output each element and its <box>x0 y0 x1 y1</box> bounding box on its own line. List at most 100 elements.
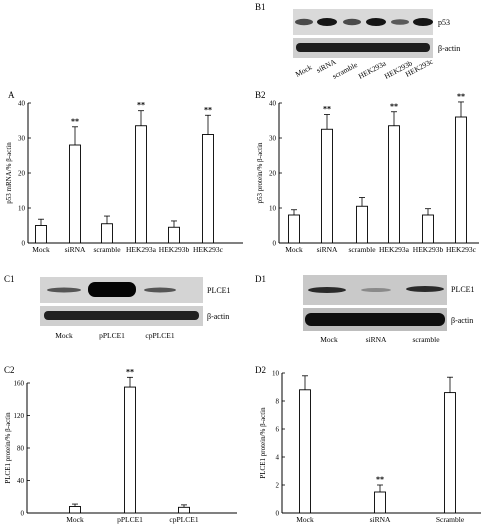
significance-marker: ** <box>457 92 465 101</box>
y-tick-label: 0 <box>273 240 277 248</box>
x-tick-label: siRNA <box>317 245 338 254</box>
y-tick-label: 80 <box>17 445 25 453</box>
y-tick-label: 8 <box>276 398 280 406</box>
blot-C1: PLCE1 β-actin Mock pPLCE1 cpPLCE1 <box>40 277 231 340</box>
x-tick-label: HEK293c <box>446 245 477 254</box>
panel-label-C2: C2 <box>4 365 15 375</box>
y-tick-label: 10 <box>18 205 26 213</box>
significance-marker: ** <box>323 105 331 114</box>
blot-D1-lane-label: scramble <box>412 335 440 344</box>
blot-C1-plce1-band-mock <box>47 287 81 293</box>
blot-C1-lane-label: cpPLCE1 <box>145 331 174 340</box>
chart-A: 0 10 20 30 40 p53 mRNA/% β-actin Mock ** siRNA sc… <box>5 100 243 254</box>
blot-D1-lane-label: Mock <box>320 335 338 344</box>
y-axis-label: p53 protein/% β-actin <box>256 142 264 204</box>
bar <box>135 125 147 244</box>
y-tick-label: 40 <box>17 477 25 485</box>
y-axis-label: PLCE1 protein/% β-actin <box>4 412 12 484</box>
x-tick-label: cpPLCE1 <box>169 515 198 524</box>
y-tick-label: 40 <box>18 100 26 108</box>
blot-D1-actin-bands <box>305 313 445 326</box>
y-tick-label: 20 <box>269 170 277 178</box>
y-tick-label: 30 <box>269 135 277 143</box>
blot-D1: PLCE1 β-actin Mock siRNA scramble <box>303 275 475 344</box>
x-tick-label: HEK293a <box>379 245 410 254</box>
y-tick-label: 120 <box>14 412 25 420</box>
x-tick-label: HEK293b <box>413 245 444 254</box>
blot-C1-band-label-actin: β-actin <box>207 312 229 321</box>
panel-label-C1: C1 <box>4 274 15 284</box>
bar <box>299 389 311 514</box>
y-axis-label: PLCE1 protein/% β-actin <box>259 407 267 479</box>
blot-B1-lane-label: Mock <box>294 62 314 78</box>
blot-B1: p53 β-actin Mock siRNA scramble HEK293a … <box>293 9 460 81</box>
bar <box>288 214 300 244</box>
bar <box>356 205 368 244</box>
y-tick-label: 0 <box>276 510 280 518</box>
chart-D2: 0 2 4 6 8 10 PLCE1 protein/% β-actin Mock ** siRN… <box>259 370 481 524</box>
x-tick-label: Mock <box>285 245 303 254</box>
significance-marker: ** <box>137 101 145 110</box>
y-tick-label: 40 <box>269 100 277 108</box>
blot-C1-band-label-plce1: PLCE1 <box>207 286 231 295</box>
blot-B1-band-label-p53: p53 <box>438 18 450 27</box>
blot-D1-band-label-plce1: PLCE1 <box>451 285 475 294</box>
x-tick-label: scramble <box>93 245 121 254</box>
blot-C1-plce1-band-pplce1 <box>88 282 136 297</box>
bar <box>69 144 81 244</box>
x-tick-label: HEK293a <box>126 245 157 254</box>
bar <box>388 125 400 244</box>
panel-label-B2: B2 <box>255 90 266 100</box>
bar <box>422 214 434 244</box>
blot-B1-p53-band-hek293b <box>391 19 409 25</box>
x-tick-label: pPLCE1 <box>117 515 143 524</box>
x-tick-label: HEK293b <box>159 245 190 254</box>
x-tick-label: scramble <box>348 245 376 254</box>
significance-marker: ** <box>71 117 79 126</box>
significance-marker: ** <box>390 102 398 111</box>
bar <box>455 116 467 244</box>
blot-C1-actin-bands <box>44 311 199 320</box>
blot-B1-p53-band-hek293c <box>413 18 433 26</box>
blot-B1-p53-strip <box>293 9 433 35</box>
y-tick-label: 10 <box>272 370 280 378</box>
bar <box>444 392 456 514</box>
x-tick-label: Mock <box>296 515 314 524</box>
blot-B1-lane-label: HEK293a <box>357 58 388 80</box>
significance-marker: ** <box>126 367 134 376</box>
blot-C1-lane-label: Mock <box>55 331 73 340</box>
bar <box>124 386 136 514</box>
significance-marker: ** <box>204 105 212 114</box>
x-tick-label: HEK293c <box>193 245 224 254</box>
blot-D1-plce1-band-mock <box>308 287 346 293</box>
x-tick-label: siRNA <box>65 245 86 254</box>
panel-label-A: A <box>8 90 15 100</box>
blot-B1-actin-bands <box>296 43 430 52</box>
y-tick-label: 20 <box>18 170 26 178</box>
y-tick-label: 0 <box>21 510 25 518</box>
blot-D1-lane-label: siRNA <box>366 335 387 344</box>
bar <box>69 506 81 514</box>
y-tick-label: 30 <box>18 135 26 143</box>
y-tick-label: 0 <box>22 240 26 248</box>
x-tick-label: Mock <box>32 245 50 254</box>
blot-B1-p53-band-sirna <box>317 18 337 26</box>
bar <box>101 223 113 244</box>
blot-C1-lane-label: pPLCE1 <box>99 331 125 340</box>
bar <box>374 491 386 514</box>
chart-C2: 0 40 80 120 160 PLCE1 protein/% β-actin Mock **… <box>4 367 237 524</box>
bar <box>321 128 333 244</box>
blot-D1-plce1-band-sirna <box>361 288 391 292</box>
bar <box>178 506 190 514</box>
blot-D1-band-label-actin: β-actin <box>451 316 473 325</box>
y-tick-label: 160 <box>14 380 25 388</box>
blot-B1-p53-band-hek293a <box>366 18 386 26</box>
y-axis-label: p53 mRNA/% β-actin <box>5 142 13 204</box>
y-tick-label: 2 <box>276 482 280 490</box>
panel-label-D2: D2 <box>255 365 266 375</box>
panel-label-D1: D1 <box>255 274 266 284</box>
x-tick-label: Mock <box>66 515 84 524</box>
y-tick-label: 4 <box>276 454 280 462</box>
x-tick-label: siRNA <box>370 515 391 524</box>
